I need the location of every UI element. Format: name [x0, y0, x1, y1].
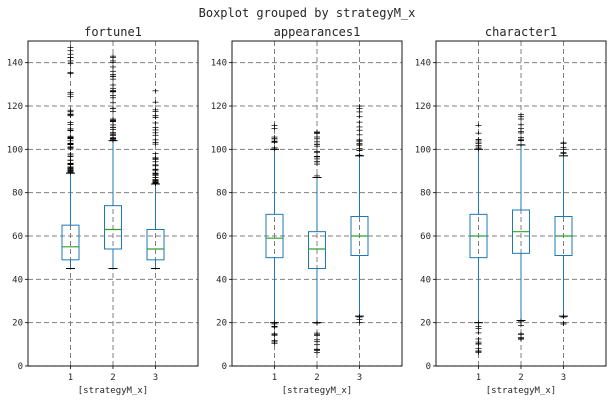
x-tick-label: 3: [153, 373, 158, 383]
box-2: [308, 130, 326, 355]
subplot-character1: 0 20 40 60 80 100 120 140 1 2 3 character1 [strategy…: [415, 25, 607, 396]
y-tick-label: 100: [415, 145, 431, 155]
outliers: [314, 130, 320, 355]
x-axis-label: [strategyM_x]: [78, 386, 148, 396]
figure-suptitle: Boxplot grouped by strategyM_x: [199, 6, 416, 20]
box-2: [104, 54, 122, 269]
x-tick-label: 1: [272, 373, 277, 383]
y-tick-label: 60: [12, 232, 23, 242]
y-tick-label: 120: [211, 102, 227, 112]
y-tick-label: 60: [216, 232, 227, 242]
y-tick-label: 120: [415, 102, 431, 112]
x-tick-label: 1: [476, 373, 481, 383]
box-3: [146, 88, 165, 269]
y-tick-label: 40: [216, 275, 227, 285]
iqr-box: [146, 229, 165, 261]
y-tick-label: 140: [7, 59, 23, 69]
y-tick-label: 100: [7, 145, 23, 155]
subplot-appearances1: 0 20 40 60 80 100 120 140 1 2 3 appearances1 [strate…: [211, 25, 403, 396]
subplot-fortune1: 0 20 40 60 80 100 120 140 1 2 3 fortune1 [strategyM_…: [7, 25, 199, 396]
outliers: [271, 123, 278, 346]
box-3: [554, 140, 573, 327]
x-tick-label: 2: [110, 373, 115, 383]
outliers: [356, 104, 363, 325]
x-axis-label: [strategyM_x]: [486, 386, 556, 396]
outliers: [560, 140, 567, 327]
y-tick-label: 20: [12, 319, 23, 329]
box-1: [61, 45, 80, 269]
y-tick-label: 80: [216, 189, 227, 199]
x-tick-label: 2: [518, 373, 523, 383]
outliers: [475, 123, 482, 355]
iqr-box: [104, 205, 122, 250]
subplot-title: fortune1: [84, 25, 142, 39]
outliers: [67, 45, 74, 175]
box-3: [350, 104, 369, 325]
x-tick-label: 3: [357, 373, 362, 383]
y-tick-label: 80: [12, 189, 23, 199]
outliers: [152, 88, 159, 186]
y-tick-label: 0: [426, 362, 431, 372]
y-tick-label: 20: [420, 319, 431, 329]
subplot-title: character1: [485, 25, 557, 39]
iqr-box: [265, 213, 284, 259]
y-tick-label: 40: [420, 275, 431, 285]
y-tick-label: 40: [12, 275, 23, 285]
outliers: [110, 54, 116, 143]
iqr-box: [308, 231, 326, 270]
x-tick-label: 2: [314, 373, 319, 383]
box-2: [512, 112, 530, 342]
y-tick-label: 100: [211, 145, 227, 155]
y-tick-label: 140: [211, 59, 227, 69]
iqr-box: [61, 224, 80, 261]
x-tick-label: 1: [68, 373, 73, 383]
box-1: [265, 123, 284, 346]
y-tick-label: 120: [7, 102, 23, 112]
y-tick-label: 140: [415, 59, 431, 69]
subplot-title: appearances1: [274, 25, 361, 39]
y-tick-label: 20: [216, 319, 227, 329]
x-axis-label: [strategyM_x]: [282, 386, 352, 396]
y-tick-label: 60: [420, 232, 431, 242]
y-tick-label: 80: [420, 189, 431, 199]
y-tick-label: 0: [222, 362, 227, 372]
box-1: [469, 123, 488, 355]
y-tick-label: 0: [18, 362, 23, 372]
outliers: [518, 112, 524, 342]
x-tick-label: 3: [561, 373, 566, 383]
